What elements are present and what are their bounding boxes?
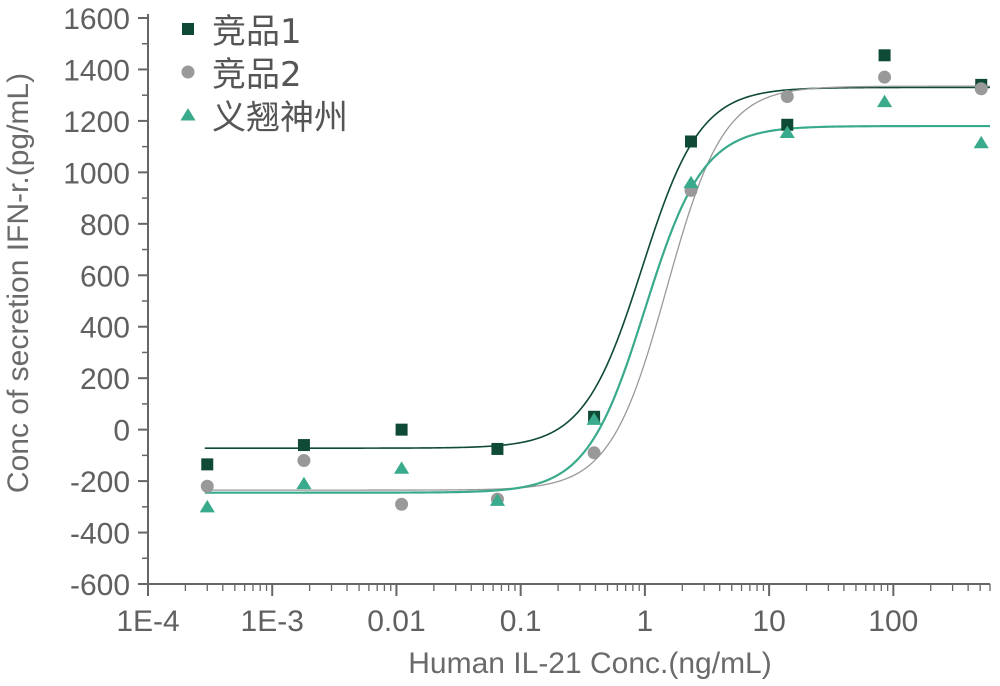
fit-curves	[204, 85, 990, 494]
x-tick-label: 10	[752, 605, 785, 638]
legend-marker	[180, 108, 196, 121]
y-axis-title: Conc of secretion IFN-r.(pg/mL)	[2, 73, 35, 493]
data-point	[779, 125, 795, 139]
y-tick-label: -200	[70, 466, 130, 499]
y-tick-label: -400	[70, 518, 130, 551]
y-tick-label: 400	[80, 312, 130, 345]
data-point	[684, 135, 697, 148]
data-point	[973, 135, 989, 149]
data-points	[199, 49, 989, 513]
y-tick-label: 1400	[63, 54, 130, 87]
x-tick-label: 100	[868, 605, 918, 638]
y-tick-label: 600	[80, 260, 130, 293]
y-tick-label: 200	[80, 363, 130, 396]
x-tick-label: 0.01	[367, 605, 425, 638]
x-tick-label: 0.1	[500, 605, 542, 638]
y-tick-label: 1200	[63, 106, 130, 139]
data-point	[780, 89, 794, 103]
fit-curve	[204, 124, 990, 494]
x-tick-label: 1E-4	[116, 605, 179, 638]
legend-label: 义翘神州	[212, 98, 348, 138]
legend-marker	[182, 23, 194, 35]
y-tick-label: -600	[70, 569, 130, 602]
axes: -600 -400 -200 0 200 400 600 800 1000 1200 1400 160…	[63, 3, 991, 638]
data-point	[395, 423, 408, 436]
y-tick-label: 1600	[63, 3, 130, 36]
data-point	[586, 412, 602, 425]
x-tick-label: 1	[637, 605, 654, 638]
data-point	[296, 476, 312, 490]
data-point	[781, 118, 794, 131]
legend-label: 竞品1	[212, 12, 302, 52]
legend-label: 竞品2	[212, 55, 302, 95]
y-tick-label: 800	[80, 209, 130, 242]
data-point	[199, 499, 215, 513]
fit-curve	[204, 85, 990, 491]
data-point	[974, 82, 988, 96]
data-point	[297, 439, 310, 452]
data-point	[393, 461, 410, 474]
x-tick-label: 1E-3	[241, 605, 304, 638]
data-point	[876, 94, 893, 108]
data-point	[491, 442, 504, 455]
data-point	[395, 497, 409, 511]
data-point	[200, 479, 214, 493]
data-point	[878, 70, 892, 84]
data-point	[489, 493, 506, 506]
data-point	[878, 49, 891, 62]
legend-marker	[181, 65, 195, 79]
x-axis-title: Human IL-21 Conc.(ng/mL)	[408, 647, 772, 680]
fit-curve	[204, 86, 990, 449]
data-point	[297, 454, 311, 468]
y-tick-label: 0	[113, 415, 130, 448]
data-point	[587, 446, 601, 460]
y-tick-label: 1000	[63, 157, 130, 190]
data-point	[201, 458, 214, 471]
data-point	[683, 175, 699, 189]
